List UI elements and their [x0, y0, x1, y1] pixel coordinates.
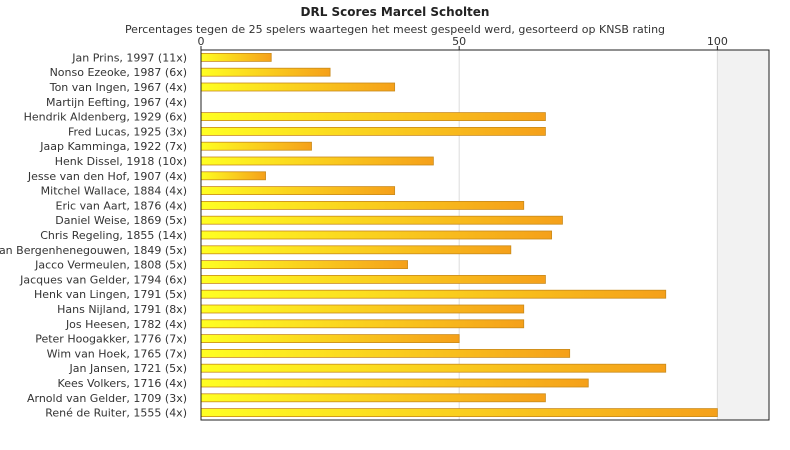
category-label: Martijn Eefting, 1967 (4x) [46, 96, 187, 109]
category-label: Jaap Kamminga, 1922 (7x) [39, 140, 187, 153]
bar [200, 363, 667, 373]
category-label: Jacco Vermeulen, 1808 (5x) [34, 259, 187, 272]
category-label: Jacques van Gelder, 1794 (6x) [19, 273, 187, 286]
category-label: Chris Regeling, 1855 (14x) [40, 229, 187, 242]
category-label: Jan Prins, 1997 (11x) [71, 51, 187, 64]
category-label: Arnold van Gelder, 1709 (3x) [27, 392, 187, 405]
bar [200, 245, 512, 255]
bar [200, 186, 396, 196]
category-label: Kees Volkers, 1716 (4x) [58, 377, 187, 390]
category-label: Eric van Aart, 1876 (4x) [56, 199, 187, 212]
bar [200, 156, 434, 166]
bar [200, 260, 408, 270]
plot-border [200, 49, 770, 421]
bar [200, 53, 272, 62]
bar [200, 274, 546, 284]
bar [200, 289, 667, 299]
category-label: Peter Hoogakker, 1776 (7x) [35, 333, 187, 346]
category-label: Mitchel Wallace, 1884 (4x) [41, 185, 187, 198]
category-label: Daniel Weise, 1869 (5x) [55, 214, 187, 227]
bar [200, 230, 553, 240]
category-label: Henk Dissel, 1918 (10x) [55, 155, 187, 168]
bar [200, 304, 525, 314]
bar [200, 334, 460, 344]
chart-title: DRL Scores Marcel Scholten [301, 5, 490, 19]
category-label: Jesse van den Hof, 1907 (4x) [27, 170, 187, 183]
bar [200, 127, 546, 136]
bar [200, 348, 571, 358]
bar [200, 67, 331, 77]
chart-subtitle: Percentages tegen de 25 spelers waartege… [125, 23, 665, 36]
category-label: René de Ruiter, 1555 (4x) [45, 407, 187, 420]
x-tick-label: 100 [707, 35, 728, 48]
bar [200, 200, 525, 210]
category-label: Hendrik Aldenberg, 1929 (6x) [24, 111, 187, 124]
category-label: Fred Lucas, 1925 (3x) [68, 125, 187, 138]
category-label: Jos Heesen, 1782 (4x) [65, 318, 187, 331]
category-label: Ton van Ingen, 1967 (4x) [49, 81, 187, 94]
bar [200, 215, 563, 225]
category-label: Jan Jansen, 1721 (5x) [69, 362, 187, 375]
bar [200, 171, 266, 181]
bar [200, 112, 546, 121]
plot-area: Jan Prins, 1997 (11x) Nonso Ezeoke, 1987 … [0, 35, 770, 421]
bar [200, 393, 546, 403]
category-label: Henk van Lingen, 1791 (5x) [34, 288, 187, 301]
bar [200, 378, 589, 388]
category-label: Hans Nijland, 1791 (8x) [57, 303, 187, 316]
bar [200, 82, 396, 92]
category-label: Wim van Hoek, 1765 (7x) [47, 347, 187, 360]
bar [200, 408, 718, 418]
bar [200, 141, 312, 151]
category-label: Nonso Ezeoke, 1987 (6x) [50, 66, 187, 79]
bar [200, 319, 525, 329]
category-label: Peter van Bergenhenegouwen, 1849 (5x) [0, 244, 187, 257]
plot-band [717, 50, 769, 420]
x-tick-label: 0 [198, 35, 205, 48]
x-tick-label: 50 [452, 35, 466, 48]
